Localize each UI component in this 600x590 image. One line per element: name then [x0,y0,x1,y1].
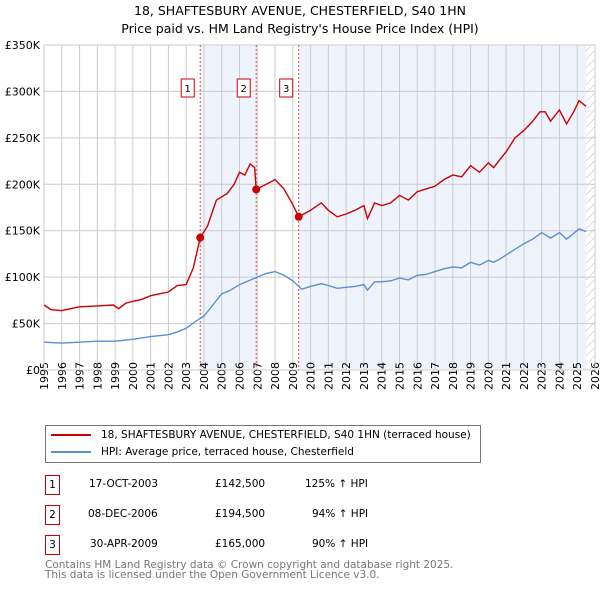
sale-price: £194,500 [215,508,266,520]
plot-border [43,44,596,371]
x-tick-label: 2015 [393,362,406,390]
x-tick-label: 2016 [411,362,424,390]
x-tick-label: 2004 [198,362,211,390]
x-tick-label: 2020 [482,362,495,390]
y-tick-label: £0 [26,364,40,377]
footer: Contains HM Land Registry data © Crown c… [45,559,454,581]
x-tick-label: 2012 [340,362,353,390]
sale-price: £142,500 [215,478,266,490]
sale-label: 1 [185,84,191,95]
legend-item-hpi: HPI: Average price, terraced house, Ches… [51,446,354,458]
sale-label-box [236,78,251,98]
sale-label-box [180,78,195,98]
y-tick-label: £200K [5,178,41,191]
sale-marker: 1 [45,475,60,495]
x-tick-label: 2006 [234,362,247,390]
licence-text: This data is licensed under the Open Gov… [45,569,380,581]
x-tick-label: 2010 [305,362,318,390]
chart-title: 18, SHAFTESBURY AVENUE, CHESTERFIELD, S4… [134,3,466,18]
sale-marker: 2 [45,505,60,525]
sale-row: 1 17-OCT-2003 £142,500 125% ↑ HPI [45,475,465,495]
legend-label: HPI: Average price, terraced house, Ches… [101,446,354,458]
x-tick-label: 2019 [465,362,478,390]
y-tick-label: £250K [5,132,41,145]
x-tick-label: 2017 [429,362,442,390]
x-tick-label: 2000 [127,362,140,390]
sale-date: 30-APR-2009 [90,538,158,550]
x-tick-label: 2005 [216,362,229,390]
x-tick-label: 2023 [536,362,549,390]
x-tick-label: 2022 [518,362,531,390]
sale-marker: 3 [45,535,60,555]
x-tick-label: 1999 [109,362,122,390]
x-tick-label: 2011 [322,362,335,390]
series-line-property [43,99,587,312]
x-tick-label: 1998 [91,362,104,390]
sale-label: 2 [241,84,247,95]
x-tick-label: 2001 [145,362,158,390]
x-tick-label: 2008 [269,362,282,390]
sale-hpi: 94% ↑ HPI [312,508,369,520]
sale-row: 2 08-DEC-2006 £194,500 94% ↑ HPI [45,505,465,525]
forecast-hatch [586,45,595,370]
x-tick-label: 2024 [553,362,566,390]
shaded-region [200,45,257,370]
x-tick-label: 2021 [500,362,513,390]
x-tick-label: 2014 [376,362,389,390]
sale-point [294,212,303,221]
sale-hpi: 90% ↑ HPI [312,538,369,550]
price-chart: 1995 1996 1997 1998 1999 2000 2001 2002 2003 2004… [5,39,600,390]
sale-point [252,185,261,194]
x-tick-label: 2009 [287,362,300,390]
legend: 18, SHAFTESBURY AVENUE, CHESTERFIELD, S4… [45,425,481,463]
series-line-hpi [43,228,587,344]
sale-label: 3 [283,84,289,95]
x-tick-label: 2003 [180,362,193,390]
x-tick-label: 2025 [571,362,584,390]
sale-price: £165,000 [215,538,266,550]
x-tick-label: 1997 [74,362,87,390]
legend-item-property: 18, SHAFTESBURY AVENUE, CHESTERFIELD, S4… [51,429,471,441]
x-tick-label: 2013 [358,362,371,390]
x-tick-label: 2002 [162,362,175,390]
x-tick-label: 2026 [589,362,600,390]
x-tick-label: 1995 [38,362,51,390]
sale-hpi: 125% ↑ HPI [305,478,368,490]
sale-date: 17-OCT-2003 [89,478,158,490]
y-tick-label: £300K [5,85,41,98]
y-tick-label: £50K [12,318,41,331]
x-tick-label: 2018 [447,362,460,390]
y-tick-label: £350K [5,39,41,52]
legend-label: 18, SHAFTESBURY AVENUE, CHESTERFIELD, S4… [101,429,471,441]
sale-point [196,233,205,242]
y-tick-label: £100K [5,271,41,284]
x-tick-label: 2007 [251,362,264,390]
copyright-text: Contains HM Land Registry data © Crown c… [45,559,454,571]
y-tick-label: £150K [5,225,41,238]
chart-subtitle: Price paid vs. HM Land Registry's House … [121,21,479,36]
shaded-region [298,45,587,370]
sale-date: 08-DEC-2006 [88,508,158,520]
x-tick-label: 1996 [56,362,69,390]
sale-label-box [279,78,294,98]
sale-row: 3 30-APR-2009 £165,000 90% ↑ HPI [45,535,465,555]
